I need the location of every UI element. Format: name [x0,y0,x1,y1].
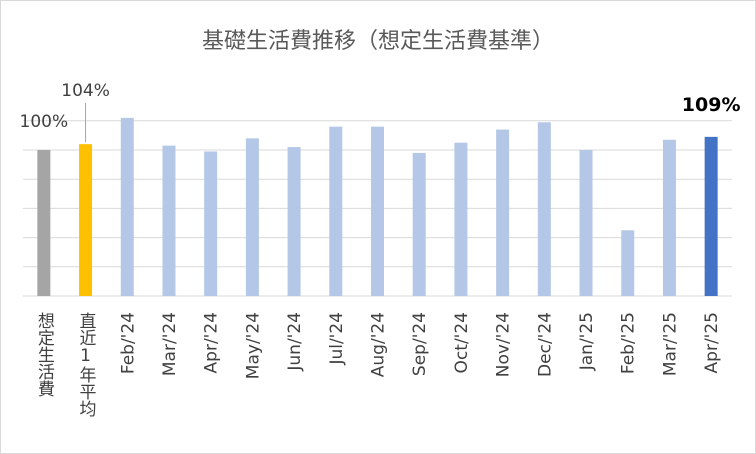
bar [496,129,510,296]
x-tick-label: 想定生活費 [34,312,55,397]
x-tick-label: Mar/'25 [660,312,680,376]
x-tick-label: Apr/'24 [202,312,222,373]
bar [412,152,426,296]
x-tick-label: Jul/'24 [327,312,347,366]
chart-title: 基礎生活費推移（想定生活費基準） [202,29,554,54]
x-tick-label: Mar/'24 [160,312,180,376]
x-tick-label: Aug/'24 [369,312,389,377]
x-tick-label: Dec/'24 [535,312,555,377]
x-tick-label: Apr/'25 [702,312,722,373]
bar [704,136,718,296]
x-tick-label: Oct/'24 [452,312,472,373]
bar [621,230,635,296]
bar [37,150,51,296]
x-tick-label: Jan/'25 [577,312,597,371]
bar [662,139,676,296]
data-label: 104% [61,81,110,101]
data-label: 109% [682,94,741,116]
data-label: 100% [20,112,69,132]
bar [454,142,468,296]
bar [120,117,134,296]
bar [579,150,593,296]
x-tick-label: Feb/'25 [619,312,639,374]
bar [162,145,176,296]
x-tick-label: 直近1年平均 [76,312,97,418]
x-tick-label: May/'24 [243,312,263,379]
x-tick-label: Sep/'24 [410,312,430,376]
bar [371,126,384,296]
x-tick-label: Jun/'24 [285,312,305,372]
bar [287,147,301,296]
bar [245,138,259,296]
bar [537,122,551,296]
bar [204,151,218,296]
x-tick-label: Nov/'24 [494,312,514,377]
x-tick-label: Feb/'24 [118,312,138,374]
bar [329,126,343,296]
bar [79,144,93,296]
